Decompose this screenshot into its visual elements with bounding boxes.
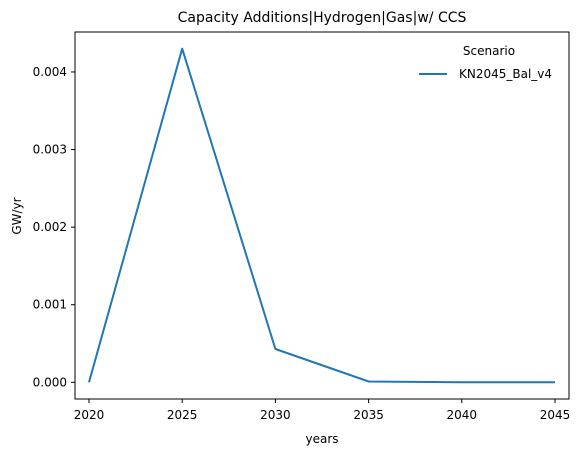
y-axis-label: GW/yr (10, 197, 24, 234)
legend: Scenario KN2045_Bal_v4 (419, 44, 552, 81)
series-line-kn2045-bal-v4 (88, 47, 555, 384)
series-layer (88, 47, 555, 384)
x-tick-label: 2020 (74, 408, 105, 422)
y-axis-ticks: 0.000 0.001 0.002 0.003 0.004 (33, 65, 75, 389)
plot-area: 2020 2025 2030 2035 2040 2045 0.000 0.001 0.002… (33, 31, 571, 422)
y-tick-label: 0.001 (33, 298, 67, 312)
axes-frame (74, 31, 570, 400)
y-tick-label: 0.002 (33, 220, 67, 234)
y-tick-label: 0.000 (33, 375, 67, 389)
y-tick-label: 0.003 (33, 143, 67, 157)
x-axis-label: years (305, 432, 338, 446)
y-tick-label: 0.004 (33, 65, 67, 79)
x-tick-label: 2045 (540, 408, 571, 422)
x-axis-ticks: 2020 2025 2030 2035 2040 2045 (74, 399, 571, 422)
x-tick-label: 2040 (447, 408, 478, 422)
legend-title: Scenario (463, 44, 515, 58)
x-tick-label: 2025 (167, 408, 198, 422)
x-tick-label: 2030 (260, 408, 291, 422)
legend-entry-kn2045-bal-v4: KN2045_Bal_v4 (459, 67, 552, 81)
chart-title: Capacity Additions|Hydrogen|Gas|w/ CCS (178, 10, 467, 26)
x-tick-label: 2035 (353, 408, 384, 422)
